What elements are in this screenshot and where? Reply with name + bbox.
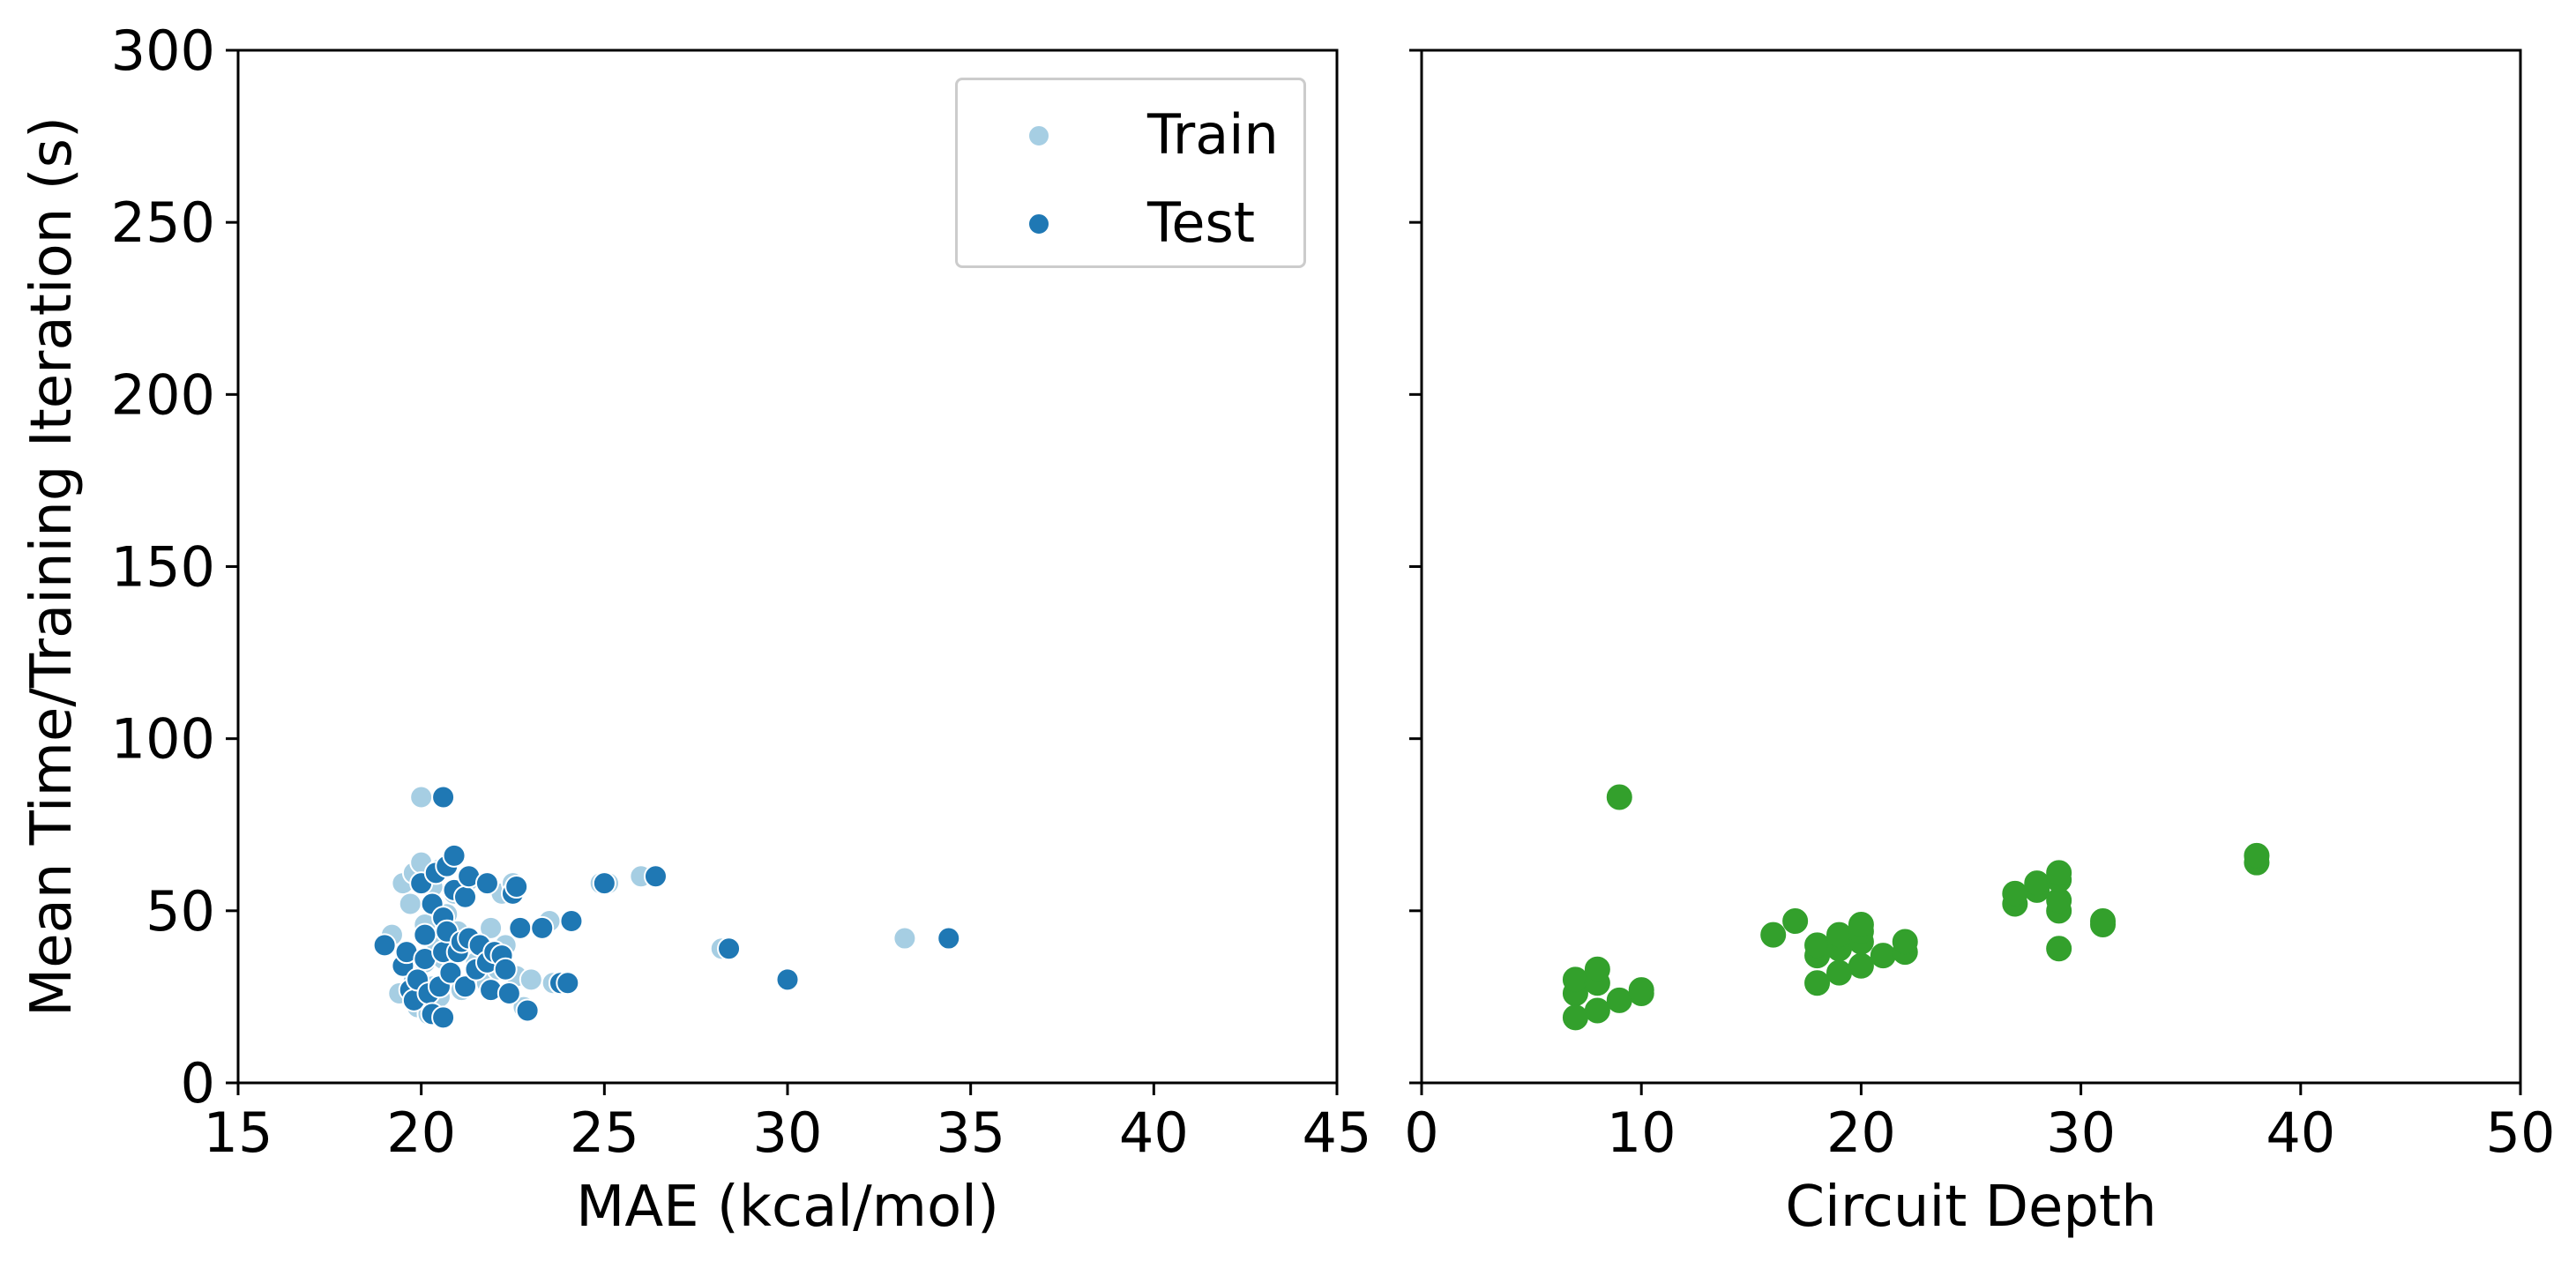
depth-point [2024, 870, 2050, 897]
x-tick-label: 30 [753, 1101, 823, 1165]
x-tick-label: 25 [570, 1101, 639, 1165]
depth-point [1848, 952, 1874, 979]
x-tick-label: 40 [2266, 1101, 2335, 1165]
depth-point [2046, 936, 2072, 962]
depth-point [2046, 860, 2072, 886]
test-point [497, 981, 521, 1006]
depth-point [1760, 922, 1787, 948]
depth-point [1628, 977, 1654, 1004]
x-tick-label: 40 [1119, 1101, 1189, 1165]
test-marker-icon [1028, 213, 1049, 235]
depth-point [1606, 784, 1632, 810]
test-point [453, 884, 478, 909]
train-point [398, 892, 422, 916]
train-point [479, 915, 504, 940]
test-point [937, 926, 961, 951]
depth-point [1606, 987, 1632, 1013]
x-axis-label: MAE (kcal/mol) [576, 1175, 999, 1240]
x-tick-label: 20 [1826, 1101, 1896, 1165]
y-tick-label: 250 [111, 190, 215, 255]
test-point [474, 871, 499, 896]
depth-point [1584, 997, 1610, 1024]
test-point [372, 933, 397, 958]
train-point [409, 785, 434, 810]
depth-point [1562, 1004, 1588, 1031]
depth-point [2090, 908, 2117, 935]
x-tick-label: 35 [936, 1101, 1005, 1165]
train-marker-icon [1028, 125, 1049, 146]
x-tick-label: 20 [386, 1101, 456, 1165]
x-tick-label: 45 [1303, 1101, 1372, 1165]
y-tick-label: 200 [111, 362, 215, 427]
x-tick-label: 50 [2486, 1101, 2556, 1165]
plot-frame [1420, 48, 2522, 1085]
test-point [493, 957, 518, 981]
depth-point [1584, 956, 1610, 982]
depth-point [2002, 880, 2028, 907]
test-point [442, 843, 467, 868]
left-scatter-panel: 15 20 25 30 35 40 45 0 50 100 150 200 250 300 MAE (kca… [19, 19, 1371, 1240]
x-tick-label: 0 [1404, 1101, 1438, 1165]
legend-item-train: Train [958, 100, 1303, 170]
legend: Train Test [955, 78, 1306, 268]
test-point [592, 871, 616, 896]
y-tick-label: 300 [111, 19, 215, 83]
test-point [717, 936, 742, 961]
y-tick-label: 150 [111, 535, 215, 600]
depth-point [1804, 932, 1831, 959]
y-tick-label: 100 [111, 707, 215, 772]
y-tick-label: 50 [146, 879, 215, 944]
test-point [431, 785, 456, 810]
test-point [775, 967, 800, 992]
x-axis-label: Circuit Depth [1785, 1175, 2156, 1240]
depth-point [1826, 922, 1852, 948]
legend-label-train: Train [1147, 102, 1279, 167]
train-point [892, 926, 917, 951]
legend-item-test: Test [958, 188, 1303, 258]
test-point [515, 998, 540, 1023]
test-point [530, 915, 555, 940]
legend-label-test: Test [1147, 190, 1256, 255]
test-point [556, 971, 580, 996]
train-point [519, 967, 543, 992]
right-scatter-panel: 0 10 20 30 40 50 Circuit Depth [1404, 48, 2556, 1240]
depth-point [1804, 970, 1831, 996]
depth-point [1782, 908, 1809, 935]
test-point [559, 909, 584, 934]
depth-point [1892, 929, 1918, 955]
depth-point [2244, 842, 2270, 869]
test-point [431, 1005, 456, 1030]
x-tick-label: 10 [1607, 1101, 1676, 1165]
depth-point [1870, 943, 1896, 969]
depth-point [1848, 911, 1874, 937]
x-tick-label: 30 [2046, 1101, 2116, 1165]
test-point [413, 922, 437, 947]
depth-point [1826, 959, 1852, 986]
y-tick-label: 0 [181, 1051, 215, 1116]
test-point [504, 875, 529, 899]
y-axis-label: Mean Time/Training Iteration (s) [19, 116, 85, 1017]
test-point [508, 915, 533, 940]
test-point [643, 864, 668, 889]
test-point [453, 974, 478, 999]
test-point [438, 960, 463, 985]
x-tick-label: 15 [204, 1101, 273, 1165]
depth-point [1562, 966, 1588, 993]
